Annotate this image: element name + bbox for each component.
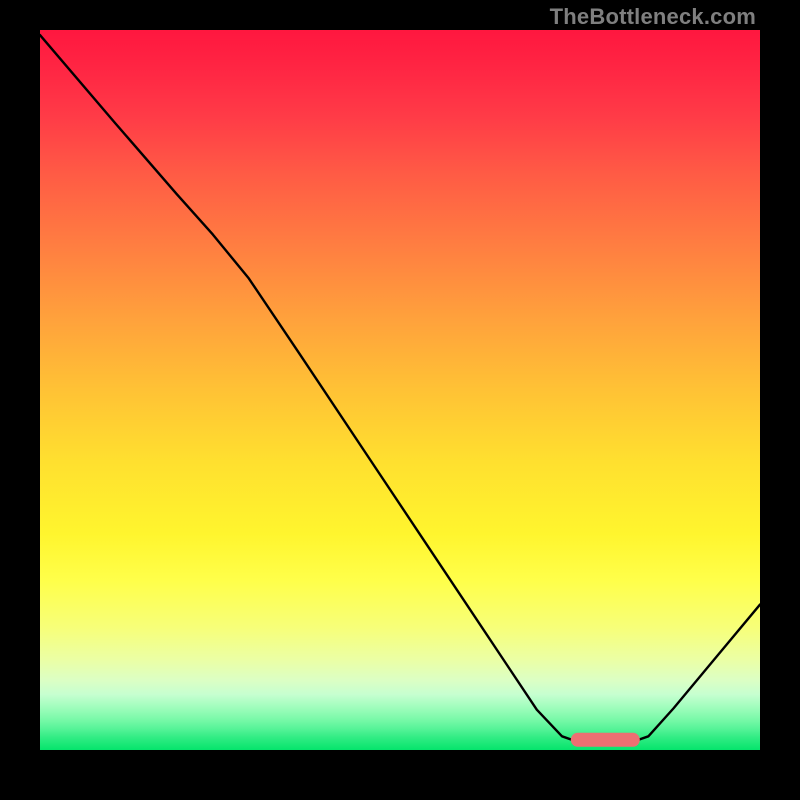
- curve-path: [40, 35, 760, 741]
- chart-frame: TheBottleneck.com: [0, 0, 800, 800]
- optimal-range-marker: [571, 733, 639, 747]
- plot-area: [40, 30, 760, 750]
- bottleneck-curve: [40, 30, 760, 750]
- watermark-text: TheBottleneck.com: [550, 4, 756, 30]
